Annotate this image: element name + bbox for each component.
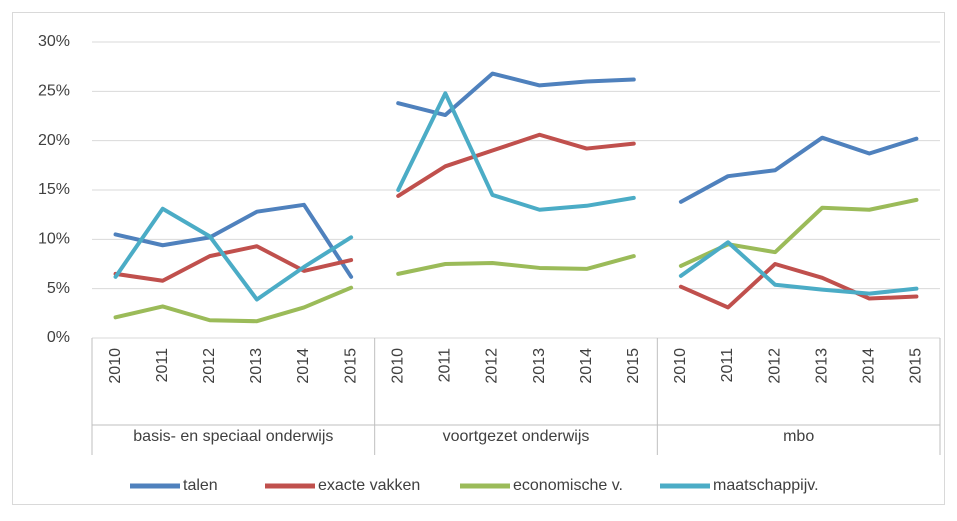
series-line [396,254,636,276]
y-tick-label: 10% [38,231,70,248]
series-line [396,132,636,198]
series-line [113,206,354,302]
x-tick-label: 2015 [625,348,642,384]
legend-label: economische v. [513,477,623,494]
series-line [396,91,636,212]
series-line [678,240,919,296]
series-line [678,262,919,310]
x-tick-label: 2010 [389,348,406,384]
series-line [113,202,354,279]
x-tick-label: 2014 [861,348,878,384]
x-tick-label: 2012 [484,348,501,384]
chart-frame [12,12,945,505]
group-label: mbo [783,428,814,445]
x-tick-label: 2011 [719,348,736,383]
series-line [113,285,354,324]
legend-label: exacte vakken [318,477,420,494]
x-tick-label: 2013 [813,348,830,384]
y-tick-label: 20% [38,132,70,149]
y-tick-label: 0% [47,329,70,346]
y-tick-label: 25% [38,83,70,100]
y-tick-label: 30% [38,33,70,50]
legend-label: talen [183,477,218,494]
group-label: voortgezet onderwijs [443,428,590,445]
x-tick-label: 2013 [248,348,265,384]
x-tick-label: 2014 [578,348,595,384]
y-tick-label: 15% [38,181,70,198]
legend-label: maatschappijv. [713,477,819,494]
series-line [678,135,919,204]
x-tick-label: 2011 [437,348,454,383]
x-tick-label: 2014 [295,348,312,384]
group-label: basis- en speciaal onderwijs [133,428,333,445]
series-line [113,244,354,283]
x-tick-label: 2015 [908,348,925,384]
x-tick-label: 2010 [672,348,689,384]
x-tick-label: 2010 [107,348,124,384]
x-tick-label: 2013 [531,348,548,384]
x-tick-label: 2015 [342,348,359,384]
y-tick-label: 5% [47,280,70,297]
x-tick-label: 2012 [766,348,783,384]
x-tick-label: 2011 [154,348,171,383]
x-tick-label: 2012 [201,348,218,384]
